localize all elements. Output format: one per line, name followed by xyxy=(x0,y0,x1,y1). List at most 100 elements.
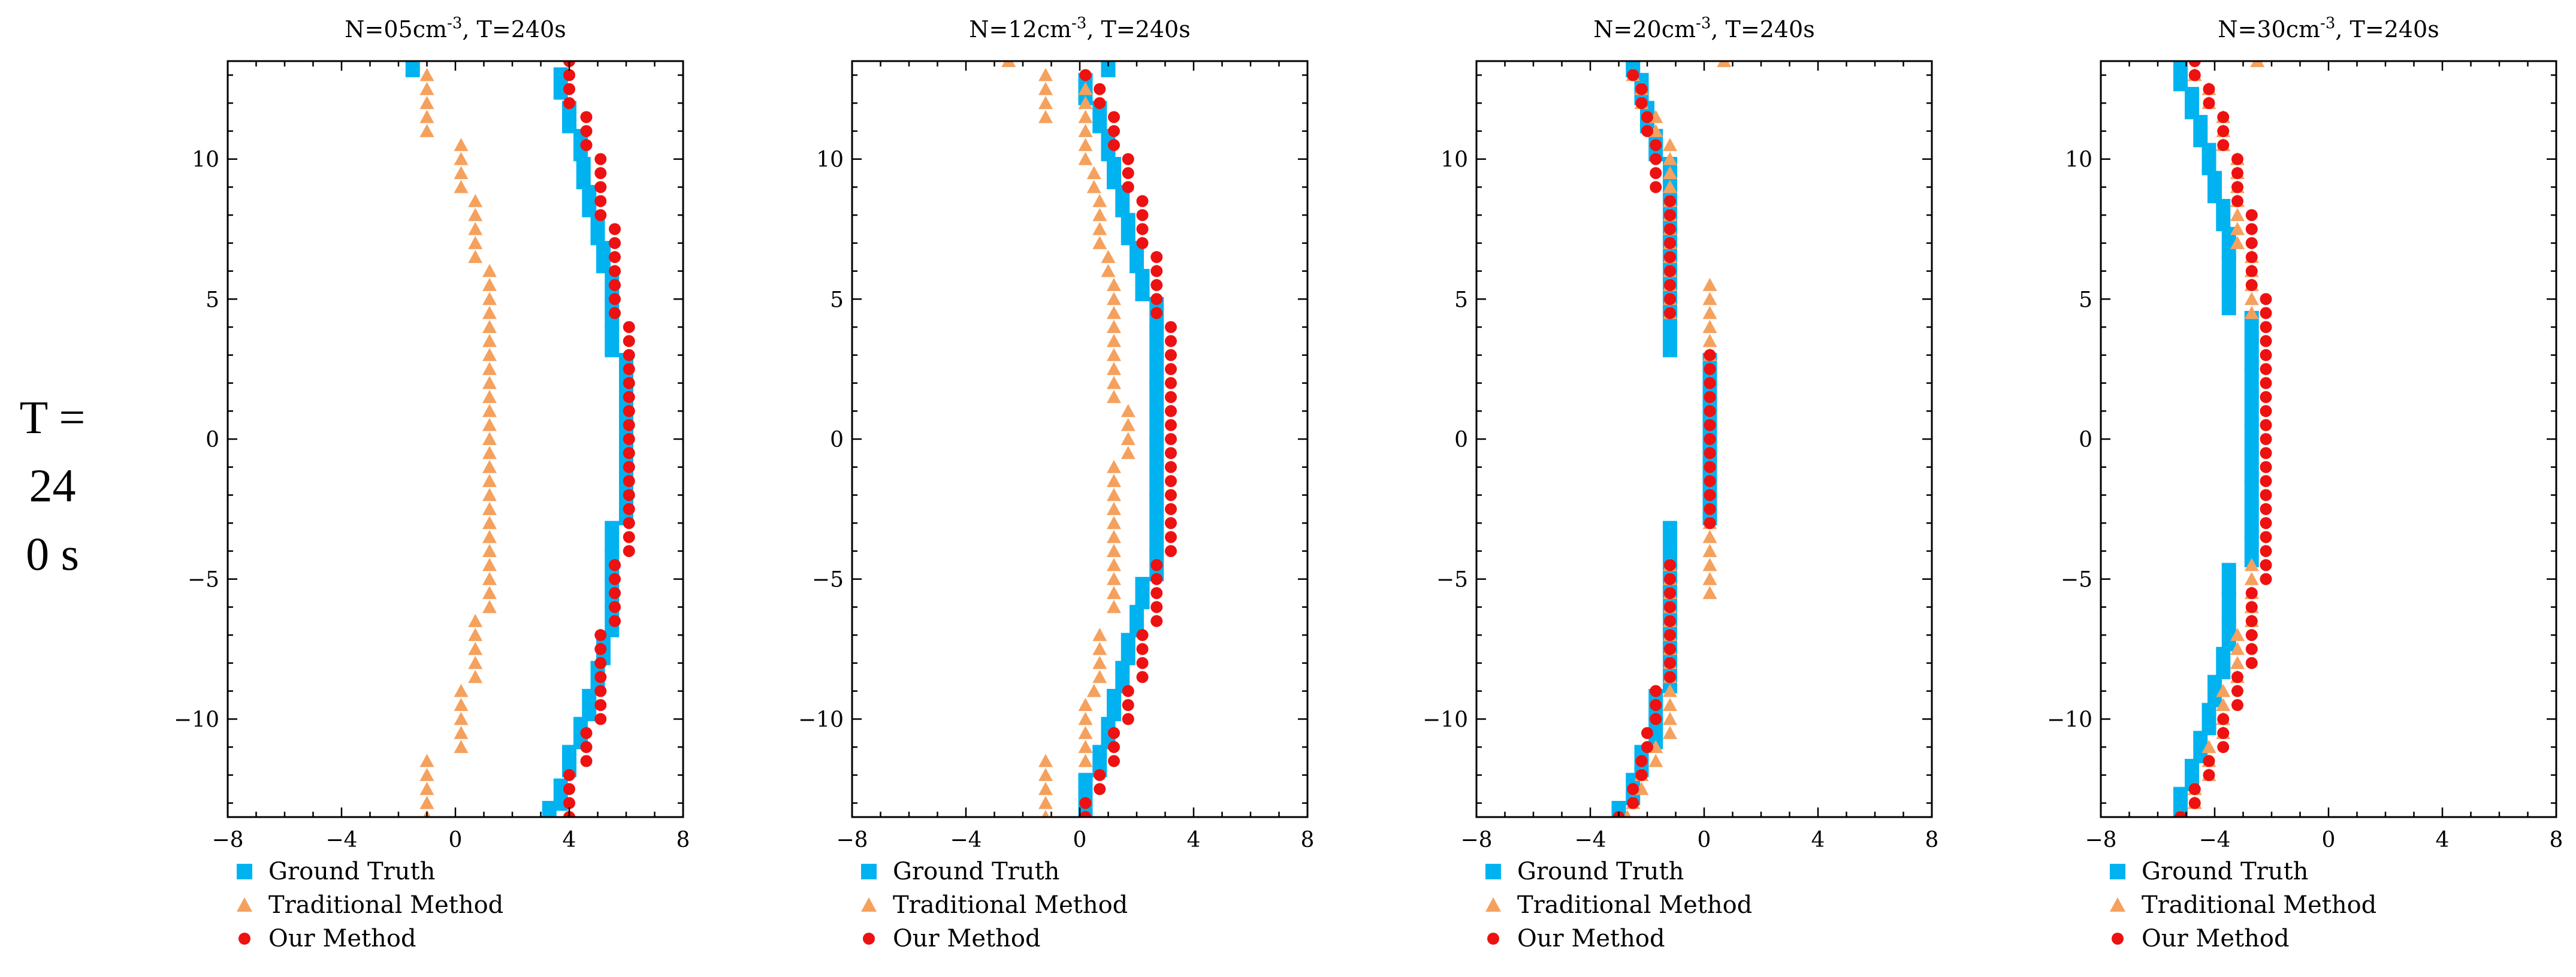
x-tick-label: −4 xyxy=(2198,828,2230,852)
traditional-method-marker xyxy=(1078,138,1093,152)
our-method-marker xyxy=(1664,293,1676,305)
x-tick-label: −8 xyxy=(2085,828,2116,852)
our-method-marker xyxy=(623,517,635,530)
x-tick-label: 8 xyxy=(1925,828,1939,852)
our-method-marker xyxy=(2245,251,2258,264)
our-method-marker xyxy=(1150,587,1163,600)
y-tick-label: 10 xyxy=(816,148,844,173)
ground-truth-marker xyxy=(1121,213,1136,246)
legend-traditional-swatch xyxy=(1485,897,1501,912)
our-method-marker xyxy=(1108,139,1120,152)
our-method-marker xyxy=(1108,727,1120,739)
our-method-marker xyxy=(1664,279,1676,291)
our-method-marker xyxy=(1165,391,1177,403)
traditional-method-marker xyxy=(1038,110,1053,123)
y-tick-label: −5 xyxy=(188,568,219,592)
our-method-marker xyxy=(1150,615,1163,627)
our-method-marker xyxy=(1079,797,1092,809)
our-method-marker xyxy=(1165,489,1177,501)
our-method-marker xyxy=(623,545,635,557)
our-method-marker xyxy=(563,769,575,781)
legend-label: Our Method xyxy=(2142,925,2290,952)
our-method-marker xyxy=(2260,363,2272,376)
y-tick-label: −5 xyxy=(2061,568,2092,592)
y-tick-label: −10 xyxy=(2047,707,2092,732)
our-method-marker xyxy=(623,503,635,515)
traditional-method-marker xyxy=(1107,501,1121,515)
traditional-method-marker xyxy=(1078,96,1093,110)
ground-truth-marker xyxy=(2244,367,2259,400)
traditional-method-marker xyxy=(1107,292,1121,305)
plot-area xyxy=(1001,61,1177,817)
our-method-marker xyxy=(2245,615,2258,627)
legend-label: Ground Truth xyxy=(268,858,435,885)
traditional-method-marker xyxy=(482,418,497,431)
our-method-marker xyxy=(623,475,635,488)
y-tick-label: 5 xyxy=(2079,288,2092,312)
x-tick-label: −4 xyxy=(325,828,357,852)
our-method-marker xyxy=(1165,349,1177,361)
our-method-marker xyxy=(1165,419,1177,431)
our-method-marker xyxy=(2245,237,2258,249)
our-method-marker xyxy=(594,195,607,207)
traditional-method-marker xyxy=(1078,698,1093,712)
ground-truth-marker xyxy=(605,325,620,358)
our-method-marker xyxy=(563,83,575,95)
ground-truth-marker xyxy=(1149,492,1164,525)
traditional-method-marker xyxy=(1078,152,1093,165)
our-method-marker xyxy=(2217,727,2230,739)
our-method-marker xyxy=(2260,405,2272,418)
traditional-method-marker xyxy=(1121,418,1136,431)
traditional-method-marker xyxy=(482,571,497,585)
our-method-marker xyxy=(1635,97,1648,110)
x-tick-label: 0 xyxy=(1073,828,1087,852)
plot-area xyxy=(405,61,635,817)
traditional-method-marker xyxy=(1107,277,1121,291)
traditional-method-marker xyxy=(1702,530,1717,543)
our-method-marker xyxy=(1650,699,1662,712)
traditional-method-marker xyxy=(482,305,497,319)
our-method-marker xyxy=(563,69,575,81)
traditional-method-marker xyxy=(419,754,434,767)
traditional-method-marker xyxy=(454,138,469,152)
title-superscript: -3 xyxy=(1071,14,1086,32)
our-method-marker xyxy=(1165,517,1177,530)
traditional-method-marker xyxy=(419,110,434,123)
traditional-method-marker xyxy=(2230,628,2245,642)
traditional-method-marker xyxy=(454,740,469,754)
legend-label: Our Method xyxy=(1517,925,1665,952)
our-method-marker xyxy=(2260,447,2272,459)
ground-truth-marker xyxy=(1107,689,1121,722)
row-label-line-2: 24 xyxy=(29,459,76,512)
traditional-method-marker xyxy=(1107,558,1121,571)
our-method-marker xyxy=(1165,531,1177,543)
our-method-marker xyxy=(609,237,621,249)
our-method-marker xyxy=(2175,811,2187,817)
title-prefix: N=20cm xyxy=(1593,16,1696,43)
legend-label: Traditional Method xyxy=(893,891,1128,919)
our-method-marker xyxy=(580,125,593,137)
our-method-marker xyxy=(1704,377,1716,389)
traditional-method-marker xyxy=(1107,571,1121,585)
traditional-method-marker xyxy=(1107,347,1121,361)
chart-panel-2: N=12cm-3, T=240s −8 −4 0 4 8 10 5 0 −5 −10 Ground T… xyxy=(798,14,1314,952)
our-method-marker xyxy=(1136,237,1149,249)
legend-our-method-swatch xyxy=(1487,933,1499,945)
traditional-method-marker xyxy=(2230,235,2245,249)
x-tick-label: 8 xyxy=(2550,828,2563,852)
traditional-method-marker xyxy=(1702,292,1717,305)
our-method-marker xyxy=(580,727,593,739)
x-tick-label: 4 xyxy=(2436,828,2450,852)
traditional-method-marker xyxy=(1107,516,1121,530)
legend-ground-truth-swatch xyxy=(861,864,877,879)
our-method-marker xyxy=(594,657,607,669)
ground-truth-marker xyxy=(582,184,597,217)
our-method-marker xyxy=(609,223,621,235)
traditional-method-marker xyxy=(1092,193,1107,207)
our-method-marker xyxy=(1650,685,1662,697)
traditional-method-marker xyxy=(1121,446,1136,459)
traditional-method-marker xyxy=(1702,320,1717,334)
our-method-marker xyxy=(2260,307,2272,319)
axes-frame xyxy=(2100,60,2557,818)
our-method-marker xyxy=(1165,433,1177,445)
